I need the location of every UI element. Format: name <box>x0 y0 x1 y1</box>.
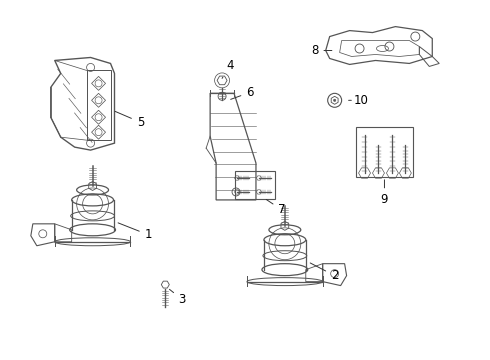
Circle shape <box>334 99 336 102</box>
Bar <box>235 171 275 199</box>
Text: 3: 3 <box>170 289 186 306</box>
Text: 6: 6 <box>231 86 254 99</box>
Text: 4: 4 <box>222 59 234 78</box>
Text: 8: 8 <box>311 44 332 57</box>
Text: 1: 1 <box>118 223 152 241</box>
Text: 9: 9 <box>381 180 388 206</box>
Bar <box>356 127 414 177</box>
Text: 5: 5 <box>115 111 144 129</box>
Text: 7: 7 <box>266 199 286 216</box>
Text: 2: 2 <box>310 263 339 282</box>
Text: 10: 10 <box>348 94 369 107</box>
